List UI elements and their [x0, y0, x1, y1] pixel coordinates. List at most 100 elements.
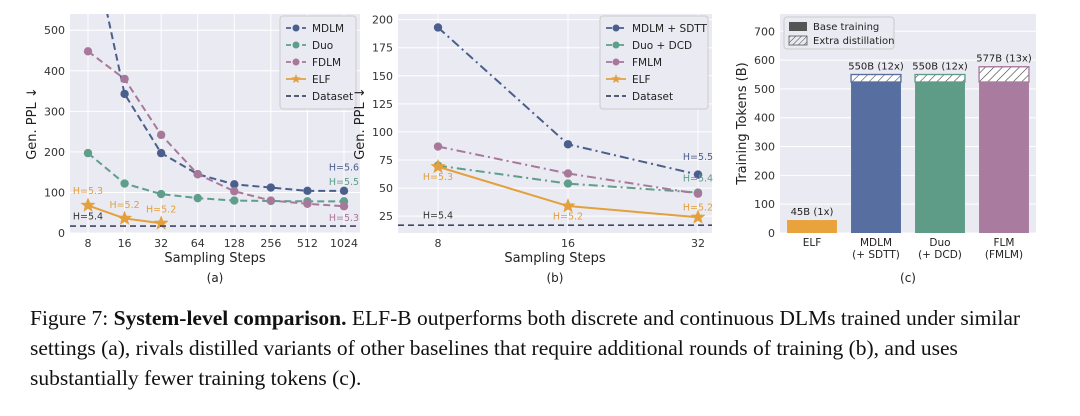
legend-swatch: [788, 35, 808, 46]
data-point: [339, 202, 349, 211]
chart-panel-a: 0 100 200 300 400 500 8 16 32 64 128 256 512 1024 Samp…: [25, 14, 360, 285]
x-tick-label: 128: [224, 237, 245, 250]
data-point: [563, 179, 573, 188]
data-point: [156, 148, 166, 158]
legend-item: MDLM: [286, 23, 344, 35]
legend-label: FDLM: [312, 57, 341, 69]
data-point: [693, 170, 703, 179]
series-layer: [398, 23, 712, 226]
legend-item: Duo: [286, 40, 333, 52]
legend-item: Extra distillation: [788, 35, 894, 47]
bar-value-label: 577B (13x): [976, 54, 1032, 65]
series-layer: [70, 14, 360, 230]
annotation-label: H=5.4: [423, 210, 453, 221]
y-axis-label: Gen. PPL ↓: [353, 87, 368, 160]
y-tick-label: 400: [44, 65, 65, 78]
legend-label: Dataset: [312, 91, 353, 103]
legend-swatch: [789, 22, 807, 31]
y-tick-label: 0: [768, 227, 775, 240]
x-tick-label: 1024: [330, 237, 358, 250]
data-point: [230, 180, 239, 189]
series-mdlm-sdtt: [433, 23, 703, 179]
bar-group: 45B (1x) ELF: [787, 207, 837, 249]
data-point: [266, 183, 276, 192]
data-point: [693, 189, 703, 198]
bar-value-label: 550B (12x): [912, 62, 968, 73]
series-line: [437, 145, 699, 195]
series-line: [87, 152, 344, 203]
legend-item: ELF: [606, 74, 651, 86]
bar-group: 577B (13x) FLM(FMLM): [976, 54, 1032, 261]
caption-bold: System-level comparison.: [113, 306, 347, 330]
x-tick-label: (+ SDTT): [852, 249, 900, 261]
legend-item: MDLM + SDTT: [606, 23, 708, 35]
legend-box: [279, 15, 357, 110]
data-point: [563, 169, 573, 178]
data-point: [83, 148, 93, 158]
annotation-label: H=5.5: [683, 152, 713, 163]
legend-box: [599, 15, 709, 110]
x-tick-label: 16: [118, 237, 132, 250]
y-tick-label: 100: [44, 186, 65, 199]
legend-label: ELF: [632, 74, 651, 86]
legend-label: MDLM: [312, 23, 344, 35]
series-line: [106, 14, 344, 192]
legend-label: Duo + DCD: [632, 40, 692, 52]
y-tick-label: 50: [379, 182, 393, 195]
legend-item: Duo + DCD: [606, 40, 692, 52]
bar-base: [851, 82, 901, 233]
series-elf: [80, 197, 169, 230]
x-tick-label: 256: [260, 237, 281, 250]
x-tick-label: ELF: [803, 237, 822, 249]
legend-label: ELF: [312, 74, 331, 86]
panel-label: (b): [547, 271, 564, 285]
data-point: [193, 193, 202, 203]
legend-label: FMLM: [632, 57, 662, 69]
legend-item: Base training: [789, 22, 879, 33]
x-tick-label: 16: [561, 237, 575, 250]
x-tick-label: MDLM: [860, 237, 892, 249]
legend-marker: [612, 24, 620, 32]
series-line: [437, 164, 699, 194]
annotation-label: H=5.4: [683, 173, 713, 184]
series-line: [87, 50, 345, 208]
annotation-label: H=5.3: [329, 213, 359, 224]
annotation-label: H=5.4: [73, 212, 103, 223]
legend-label: Duo: [312, 40, 333, 52]
x-tick-label: 512: [297, 237, 318, 250]
y-tick-label: 500: [44, 24, 65, 37]
annotation-label: H=5.5: [329, 177, 359, 188]
data-point: [303, 199, 312, 208]
data-point: [339, 186, 349, 196]
legend-marker: [611, 74, 621, 84]
data-point: [230, 187, 239, 196]
bar-extra: [850, 73, 902, 83]
bar-base: [979, 82, 1029, 233]
legend-marker: [292, 58, 300, 66]
legend-label: Extra distillation: [813, 36, 894, 47]
y-tick-label: 300: [44, 105, 65, 118]
legend-marker: [612, 41, 620, 49]
legend-item: ELF: [286, 74, 331, 86]
data-point: [563, 140, 573, 149]
bar-value-label: 550B (12x): [848, 62, 904, 73]
data-point: [156, 189, 166, 199]
data-point: [80, 197, 96, 212]
y-tick-label: 200: [754, 169, 775, 182]
legend-marker: [291, 74, 301, 84]
data-point: [433, 23, 443, 32]
x-tick-label: 32: [154, 237, 168, 250]
annotation-label: H=5.3: [423, 172, 453, 183]
data-point: [266, 196, 276, 205]
legend-label: Base training: [813, 22, 879, 33]
bar-base: [787, 220, 837, 233]
y-tick-label: 200: [372, 14, 393, 27]
y-axis-label: Gen. PPL ↓: [25, 87, 40, 160]
chart-panel-c: 0 100 200 300 400 500 600 700 Training Tokens (B…: [735, 14, 1036, 285]
annotation-label: H=5.2: [109, 200, 139, 211]
legend-label: Dataset: [632, 91, 673, 103]
x-tick-label: FLM: [994, 237, 1015, 249]
data-point: [117, 210, 133, 225]
legend-marker: [612, 58, 620, 66]
